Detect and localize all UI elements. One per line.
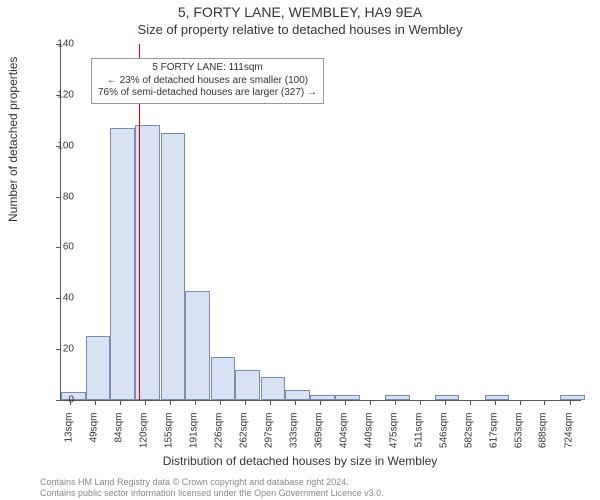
x-tick bbox=[195, 400, 196, 405]
x-tick-label: 84sqm bbox=[114, 413, 125, 461]
x-tick-label: 297sqm bbox=[263, 413, 274, 461]
x-tick bbox=[245, 400, 246, 405]
chart-subtitle: Size of property relative to detached ho… bbox=[0, 22, 600, 37]
histogram-bar bbox=[560, 395, 585, 400]
annotation-line-1: 5 FORTY LANE: 111sqm bbox=[152, 62, 262, 73]
annotation-box: 5 FORTY LANE: 111sqm ← 23% of detached ho… bbox=[91, 58, 324, 104]
x-tick-label: 49sqm bbox=[89, 413, 100, 461]
x-tick bbox=[520, 400, 521, 405]
x-tick-label: 262sqm bbox=[239, 413, 250, 461]
histogram-bar bbox=[435, 395, 460, 400]
x-tick bbox=[220, 400, 221, 405]
credits: Contains HM Land Registry data © Crown c… bbox=[40, 477, 592, 498]
x-tick-label: 191sqm bbox=[189, 413, 200, 461]
histogram-bar bbox=[335, 395, 360, 400]
x-tick bbox=[295, 400, 296, 405]
x-tick-label: 546sqm bbox=[438, 413, 449, 461]
x-tick bbox=[495, 400, 496, 405]
x-tick bbox=[345, 400, 346, 405]
x-tick-label: 653sqm bbox=[513, 413, 524, 461]
y-axis-label: Number of detached properties bbox=[6, 57, 20, 222]
x-tick bbox=[395, 400, 396, 405]
y-tick-label: 0 bbox=[44, 395, 74, 406]
histogram-bar bbox=[285, 390, 310, 400]
histogram-bar bbox=[261, 377, 286, 400]
x-tick bbox=[170, 400, 171, 405]
credits-line-1: Contains HM Land Registry data © Crown c… bbox=[40, 477, 349, 487]
histogram-bar bbox=[185, 291, 210, 400]
x-tick-label: 404sqm bbox=[338, 413, 349, 461]
x-tick-label: 226sqm bbox=[213, 413, 224, 461]
histogram-bar bbox=[310, 395, 335, 400]
histogram-bar bbox=[211, 357, 236, 400]
credits-line-2: Contains public sector information licen… bbox=[40, 488, 384, 498]
x-tick-label: 582sqm bbox=[463, 413, 474, 461]
x-tick bbox=[145, 400, 146, 405]
histogram-bar bbox=[86, 336, 111, 400]
histogram-bar bbox=[110, 128, 135, 400]
x-tick-label: 440sqm bbox=[364, 413, 375, 461]
y-tick-label: 20 bbox=[44, 344, 74, 355]
x-tick-label: 155sqm bbox=[163, 413, 174, 461]
x-tick bbox=[95, 400, 96, 405]
histogram-bar bbox=[235, 370, 260, 401]
y-tick-label: 140 bbox=[44, 39, 74, 50]
annotation-line-3: 76% of semi-detached houses are larger (… bbox=[98, 87, 317, 98]
x-tick bbox=[120, 400, 121, 405]
y-tick-label: 60 bbox=[44, 242, 74, 253]
x-tick bbox=[470, 400, 471, 405]
x-tick-label: 724sqm bbox=[563, 413, 574, 461]
figure: 5, FORTY LANE, WEMBLEY, HA9 9EA Size of … bbox=[0, 0, 600, 500]
x-tick-label: 617sqm bbox=[488, 413, 499, 461]
histogram-bar bbox=[161, 133, 186, 400]
histogram-bar bbox=[385, 395, 410, 400]
x-tick-label: 13sqm bbox=[64, 413, 75, 461]
x-tick-label: 120sqm bbox=[139, 413, 150, 461]
x-tick-label: 369sqm bbox=[314, 413, 325, 461]
x-tick bbox=[544, 400, 545, 405]
x-tick bbox=[320, 400, 321, 405]
y-tick-label: 40 bbox=[44, 293, 74, 304]
x-tick bbox=[370, 400, 371, 405]
annotation-line-2: ← 23% of detached houses are smaller (10… bbox=[107, 75, 308, 86]
x-tick bbox=[270, 400, 271, 405]
histogram-plot: 5 FORTY LANE: 111sqm ← 23% of detached ho… bbox=[60, 44, 581, 401]
x-tick bbox=[420, 400, 421, 405]
y-tick-label: 80 bbox=[44, 191, 74, 202]
x-tick bbox=[445, 400, 446, 405]
x-tick-label: 333sqm bbox=[289, 413, 300, 461]
histogram-bar bbox=[485, 395, 510, 400]
x-tick-label: 475sqm bbox=[388, 413, 399, 461]
x-tick bbox=[570, 400, 571, 405]
page-title: 5, FORTY LANE, WEMBLEY, HA9 9EA bbox=[0, 4, 600, 20]
x-tick-label: 511sqm bbox=[414, 413, 425, 461]
x-tick-label: 688sqm bbox=[538, 413, 549, 461]
y-tick-label: 100 bbox=[44, 140, 74, 151]
y-tick-label: 120 bbox=[44, 89, 74, 100]
